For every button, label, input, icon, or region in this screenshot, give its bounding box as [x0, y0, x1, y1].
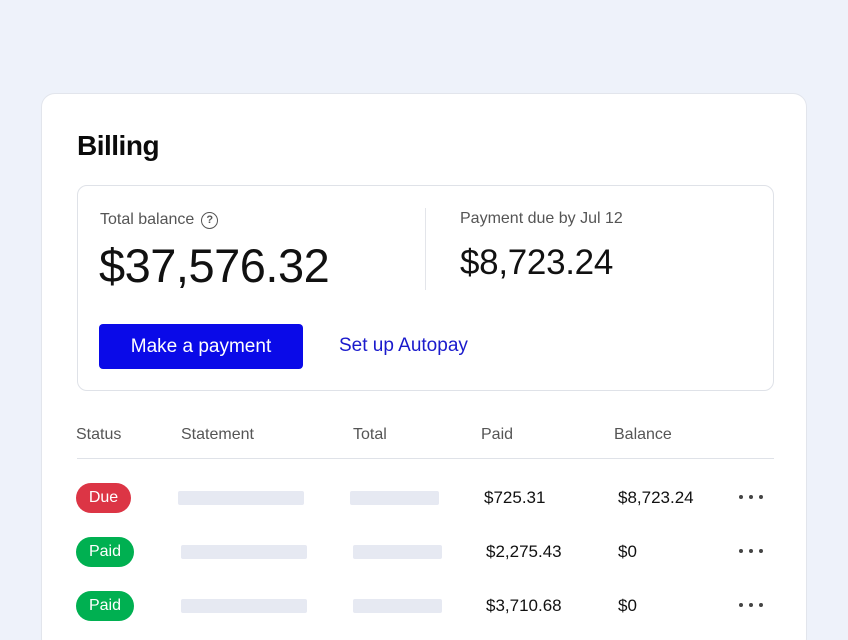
total-balance-label-group: Total balance ? — [100, 211, 219, 229]
balance-cell: $0 — [618, 542, 637, 561]
status-badge-paid: Paid — [76, 537, 134, 567]
billing-card: Billing Total balance ? $37,576.32 Payme… — [41, 93, 807, 640]
table-row[interactable]: Paid $2,275.43 $0 — [42, 537, 808, 569]
paid-cell: $3,710.68 — [486, 596, 562, 615]
payment-due-value: $8,723.24 — [460, 243, 614, 282]
more-options-icon[interactable] — [739, 539, 763, 563]
total-balance-label: Total balance — [100, 211, 195, 228]
column-header-balance[interactable]: Balance — [614, 426, 672, 443]
statement-placeholder — [181, 599, 307, 613]
column-header-paid[interactable]: Paid — [481, 426, 514, 443]
make-payment-button[interactable]: Make a payment — [99, 324, 303, 369]
balance-cell: $8,723.24 — [618, 488, 694, 507]
help-icon[interactable]: ? — [201, 211, 219, 229]
paid-cell: $2,275.43 — [486, 542, 562, 561]
column-header-total[interactable]: Total — [353, 426, 387, 443]
table-row[interactable]: Due $725.31 $8,723.24 — [42, 483, 808, 515]
payment-due-label: Payment due by Jul 12 — [460, 210, 623, 227]
statement-placeholder — [178, 491, 304, 505]
more-options-icon[interactable] — [739, 485, 763, 509]
status-badge-due: Due — [76, 483, 131, 513]
paid-cell: $725.31 — [484, 488, 546, 507]
status-badge-paid: Paid — [76, 591, 134, 621]
column-header-statement[interactable]: Statement — [181, 426, 254, 443]
total-placeholder — [353, 599, 442, 613]
statement-placeholder — [181, 545, 307, 559]
total-placeholder — [353, 545, 442, 559]
total-placeholder — [350, 491, 439, 505]
column-header-status[interactable]: Status — [76, 426, 122, 443]
balance-cell: $0 — [618, 596, 637, 615]
total-balance-value: $37,576.32 — [99, 239, 330, 292]
more-options-icon[interactable] — [739, 593, 763, 617]
page-title: Billing — [77, 130, 160, 161]
balance-summary: Total balance ? $37,576.32 Payment due b… — [77, 185, 774, 391]
table-row[interactable]: Paid $3,710.68 $0 — [42, 591, 808, 623]
setup-autopay-link[interactable]: Set up Autopay — [339, 335, 468, 356]
summary-divider — [425, 208, 426, 290]
header-divider — [77, 458, 774, 459]
